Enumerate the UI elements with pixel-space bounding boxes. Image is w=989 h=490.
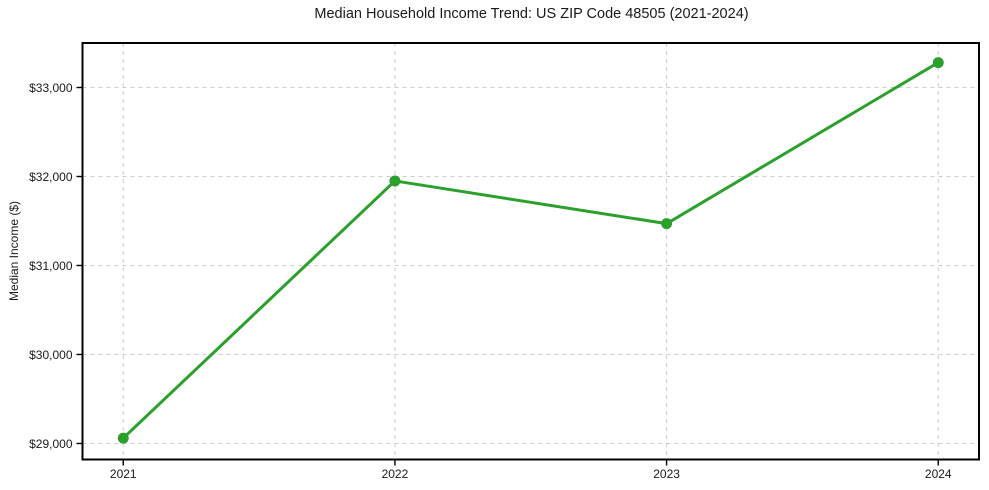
- x-tick-label: 2022: [382, 467, 409, 481]
- x-tick-label: 2021: [110, 467, 137, 481]
- y-tick-label: $30,000: [29, 348, 73, 362]
- data-point-2023: [661, 218, 673, 230]
- y-tick-label: $31,000: [29, 259, 73, 273]
- plot-border: [81, 42, 980, 461]
- x-tick-label: 2023: [653, 467, 680, 481]
- y-tick-label: $33,000: [29, 81, 73, 95]
- data-point-2024: [932, 57, 944, 69]
- data-point-2021: [117, 432, 129, 444]
- y-tick-label: $32,000: [29, 170, 73, 184]
- x-tick-label: 2024: [925, 467, 952, 481]
- income-trend-line: [121, 61, 940, 440]
- y-tick-label: $29,000: [29, 437, 73, 451]
- data-point-2022: [389, 175, 401, 187]
- chart-title: Median Household Income Trend: US ZIP Co…: [314, 6, 749, 22]
